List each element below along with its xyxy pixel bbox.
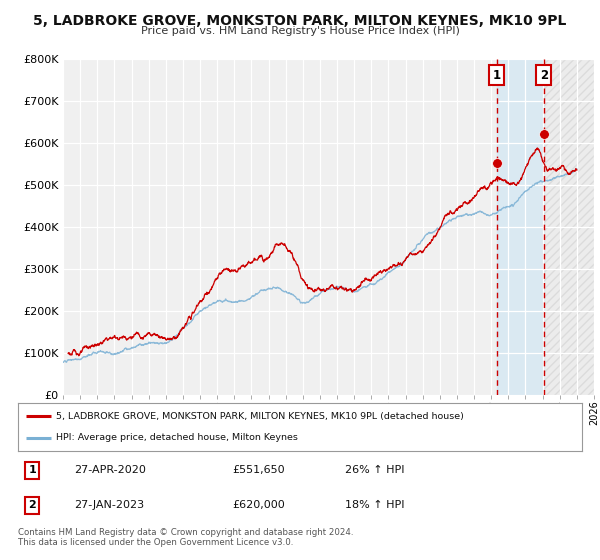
Text: 1: 1 — [493, 69, 501, 82]
Text: 2: 2 — [28, 501, 36, 510]
Text: 5, LADBROKE GROVE, MONKSTON PARK, MILTON KEYNES, MK10 9PL: 5, LADBROKE GROVE, MONKSTON PARK, MILTON… — [34, 14, 566, 28]
Text: 2: 2 — [540, 69, 548, 82]
Text: £620,000: £620,000 — [232, 501, 285, 510]
Text: £551,650: £551,650 — [232, 465, 285, 475]
Text: HPI: Average price, detached house, Milton Keynes: HPI: Average price, detached house, Milt… — [56, 433, 298, 442]
Bar — [544, 59, 594, 395]
Text: 1: 1 — [28, 465, 36, 475]
Text: 27-APR-2020: 27-APR-2020 — [74, 465, 146, 475]
Bar — [544, 59, 594, 395]
Text: 18% ↑ HPI: 18% ↑ HPI — [345, 501, 404, 510]
Text: Contains HM Land Registry data © Crown copyright and database right 2024.
This d: Contains HM Land Registry data © Crown c… — [18, 528, 353, 547]
Text: 5, LADBROKE GROVE, MONKSTON PARK, MILTON KEYNES, MK10 9PL (detached house): 5, LADBROKE GROVE, MONKSTON PARK, MILTON… — [56, 412, 464, 421]
Text: 26% ↑ HPI: 26% ↑ HPI — [345, 465, 404, 475]
Text: Price paid vs. HM Land Registry's House Price Index (HPI): Price paid vs. HM Land Registry's House … — [140, 26, 460, 36]
Text: 27-JAN-2023: 27-JAN-2023 — [74, 501, 145, 510]
Bar — [497, 59, 544, 395]
